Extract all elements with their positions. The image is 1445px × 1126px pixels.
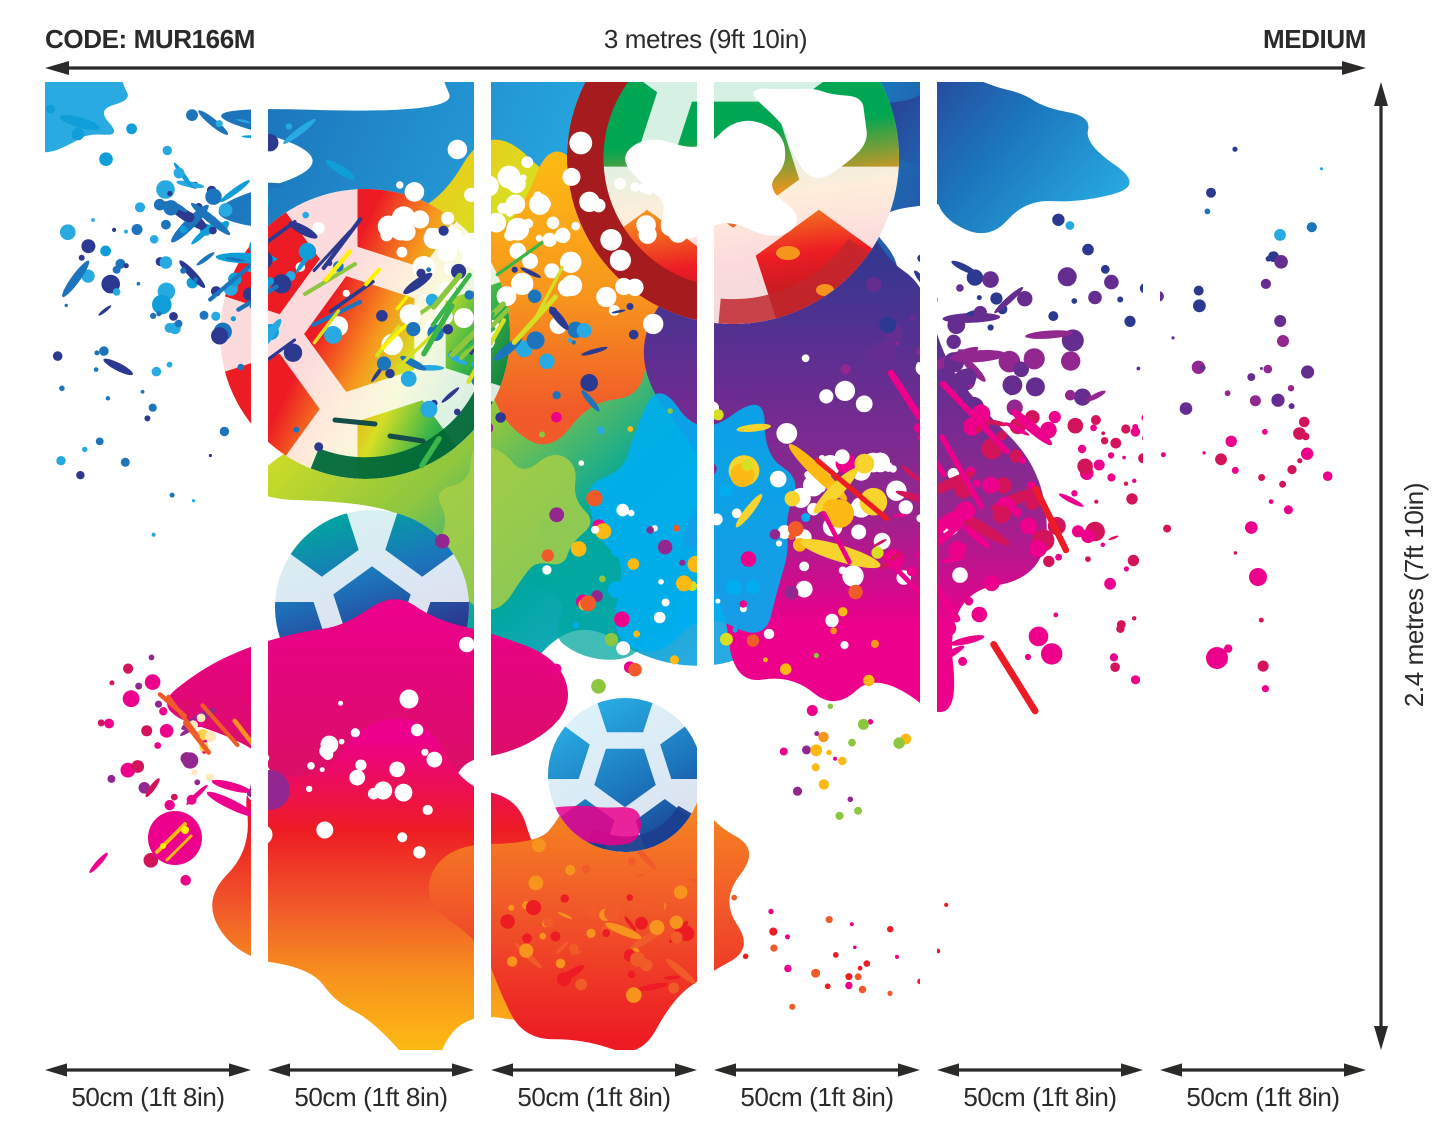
size-badge: MEDIUM xyxy=(1262,24,1366,54)
football-blue-small xyxy=(548,698,702,852)
panel-width-arrow xyxy=(714,1063,920,1077)
height-dimension-arrow xyxy=(1374,82,1388,1050)
width-dimension-label: 3 metres (9ft 10in) xyxy=(603,24,808,54)
panel-width-arrow xyxy=(268,1063,474,1077)
panel-width-label: 50cm (1ft 8in) xyxy=(517,1082,671,1112)
panel-width-arrow xyxy=(937,1063,1143,1077)
panel-width-label: 50cm (1ft 8in) xyxy=(1186,1082,1340,1112)
mural-artwork-canvas xyxy=(45,82,1333,1050)
mural-artwork xyxy=(45,82,1366,1050)
panel-width-arrow xyxy=(491,1063,697,1077)
pink-paint-ball xyxy=(148,811,202,865)
panel-width-label: 50cm (1ft 8in) xyxy=(740,1082,894,1112)
height-dimension-label: 2.4 metres (7ft 10in) xyxy=(1399,482,1429,708)
panel-width-label: 50cm (1ft 8in) xyxy=(963,1082,1117,1112)
panel-width-label: 50cm (1ft 8in) xyxy=(71,1082,225,1112)
panel-width-arrow xyxy=(45,1063,251,1077)
width-dimension-arrow xyxy=(45,61,1366,75)
mural-art-layer xyxy=(45,82,1333,1050)
panel-width-arrow xyxy=(1160,1063,1366,1077)
panel-width-label: 50cm (1ft 8in) xyxy=(294,1082,448,1112)
product-code-label: CODE: MUR166M xyxy=(45,24,256,54)
